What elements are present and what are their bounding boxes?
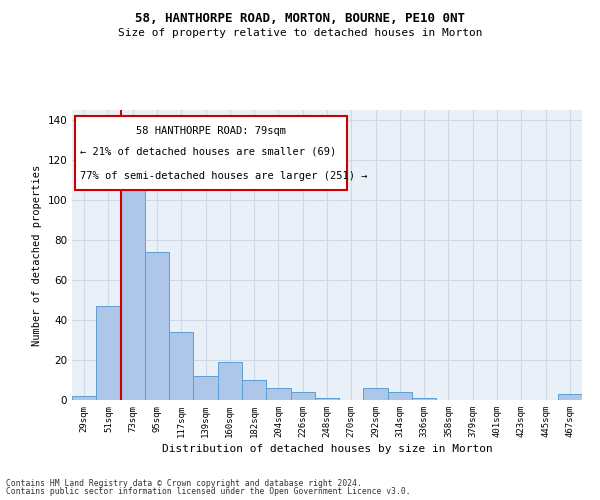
Bar [388,392,412,400]
Bar [364,388,388,400]
Bar [96,306,121,400]
Text: 58, HANTHORPE ROAD, MORTON, BOURNE, PE10 0NT: 58, HANTHORPE ROAD, MORTON, BOURNE, PE10… [135,12,465,26]
X-axis label: Distribution of detached houses by size in Morton: Distribution of detached houses by size … [161,444,493,454]
Y-axis label: Number of detached properties: Number of detached properties [32,164,42,346]
Bar [412,398,436,400]
FancyBboxPatch shape [74,116,347,190]
Text: ← 21% of detached houses are smaller (69): ← 21% of detached houses are smaller (69… [80,146,336,156]
Bar [315,398,339,400]
Bar [145,252,169,400]
Bar [72,396,96,400]
Bar [558,394,582,400]
Bar [193,376,218,400]
Text: 77% of semi-detached houses are larger (251) →: 77% of semi-detached houses are larger (… [80,172,367,181]
Bar [218,362,242,400]
Bar [242,380,266,400]
Bar [169,332,193,400]
Text: Contains HM Land Registry data © Crown copyright and database right 2024.: Contains HM Land Registry data © Crown c… [6,478,362,488]
Text: 58 HANTHORPE ROAD: 79sqm: 58 HANTHORPE ROAD: 79sqm [136,126,286,136]
Text: Size of property relative to detached houses in Morton: Size of property relative to detached ho… [118,28,482,38]
Text: Contains public sector information licensed under the Open Government Licence v3: Contains public sector information licen… [6,487,410,496]
Bar [266,388,290,400]
Bar [290,392,315,400]
Bar [121,186,145,400]
